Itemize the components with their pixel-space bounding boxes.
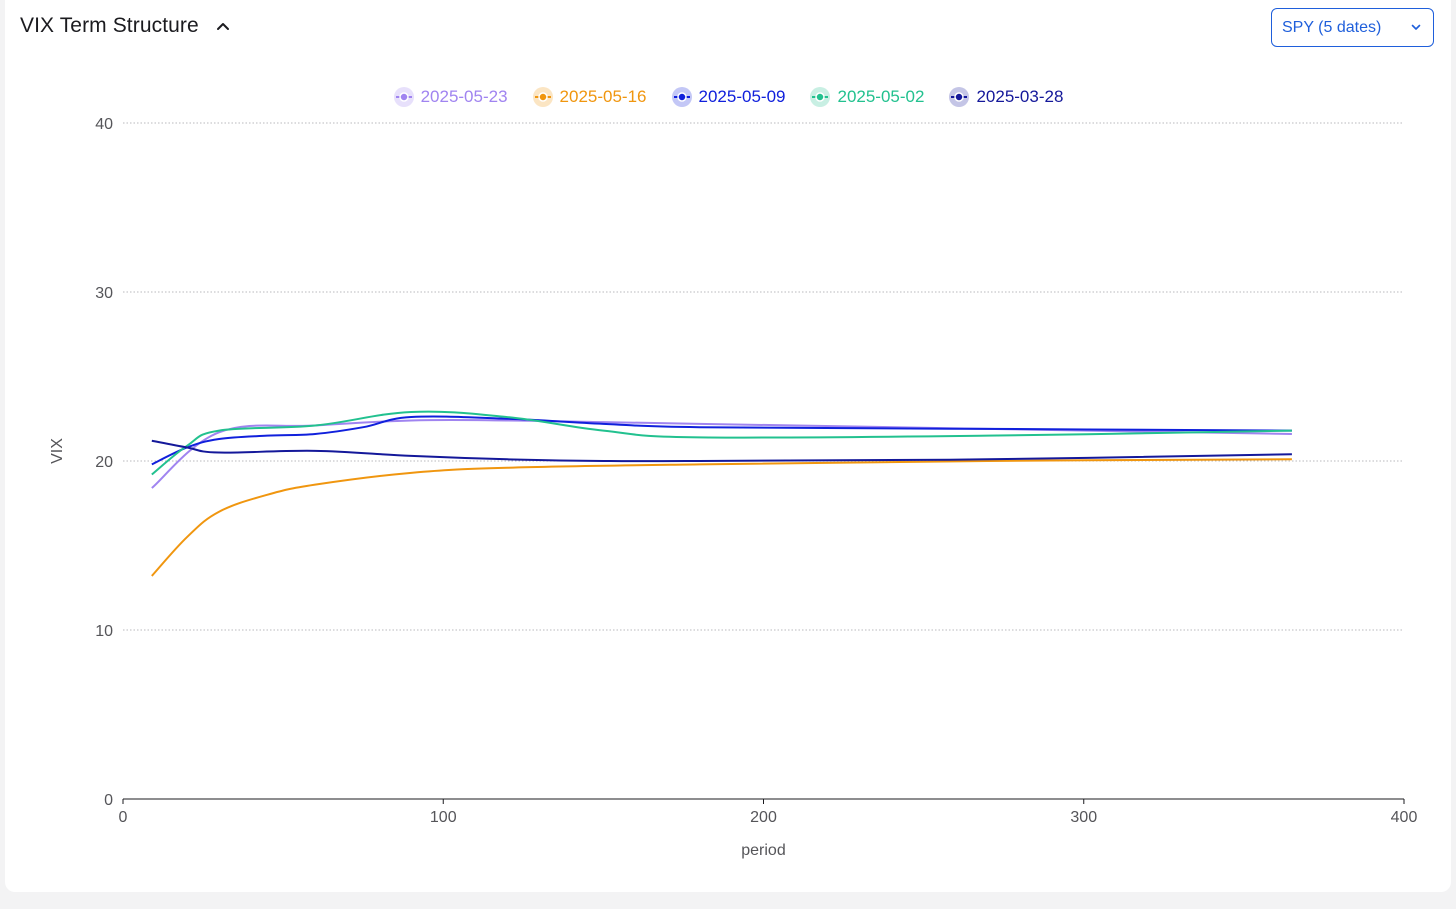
y-tick-label: 40 [95, 116, 113, 133]
y-axis-title: VIX [49, 438, 66, 464]
legend-marker-icon [810, 87, 831, 107]
y-tick-label: 30 [95, 285, 113, 302]
series-line-2025-05-16 [151, 458, 1292, 577]
card-header: VIX Term Structure [20, 14, 233, 38]
y-tick-label: 0 [104, 792, 113, 809]
legend-marker-icon [949, 87, 970, 107]
series-line-2025-05-02 [151, 410, 1292, 476]
legend-item[interactable]: 2025-05-02 [809, 86, 924, 108]
dataset-select[interactable]: SPY (5 dates) [1271, 8, 1434, 47]
series-line-2025-05-09 [151, 415, 1292, 466]
chevron-up-icon[interactable] [213, 16, 233, 36]
legend-item[interactable]: 2025-05-09 [671, 86, 786, 108]
legend-marker-icon [671, 87, 692, 107]
x-tick-label: 200 [750, 809, 777, 826]
legend-marker-icon [532, 87, 553, 107]
x-tick-label: 300 [1070, 809, 1097, 826]
legend-label: 2025-03-28 [976, 87, 1064, 106]
legend-item[interactable]: 2025-05-23 [393, 86, 508, 108]
series-line-2025-03-28 [151, 439, 1292, 463]
legend-label: 2025-05-02 [837, 87, 925, 106]
x-axis-title: period [741, 842, 785, 859]
legend-item[interactable]: 2025-03-28 [948, 86, 1063, 108]
x-tick-label: 400 [1391, 809, 1418, 826]
chart-legend: 2025-05-23 2025-05-16 2025-05-09 2025-05-02… [0, 86, 1456, 108]
legend-label: 2025-05-16 [559, 87, 647, 106]
y-tick-label: 10 [95, 623, 113, 640]
legend-label: 2025-05-23 [420, 87, 508, 106]
page-title: VIX Term Structure [20, 14, 199, 37]
chart-card [5, 0, 1451, 892]
x-tick-label: 0 [119, 809, 128, 826]
legend-item[interactable]: 2025-05-16 [532, 86, 647, 108]
chevron-down-icon [1409, 21, 1423, 35]
y-tick-label: 20 [95, 454, 113, 471]
x-tick-label: 100 [430, 809, 457, 826]
dataset-select-value: SPY (5 dates) [1282, 18, 1382, 36]
legend-label: 2025-05-09 [698, 87, 786, 106]
legend-marker-icon [393, 87, 414, 107]
